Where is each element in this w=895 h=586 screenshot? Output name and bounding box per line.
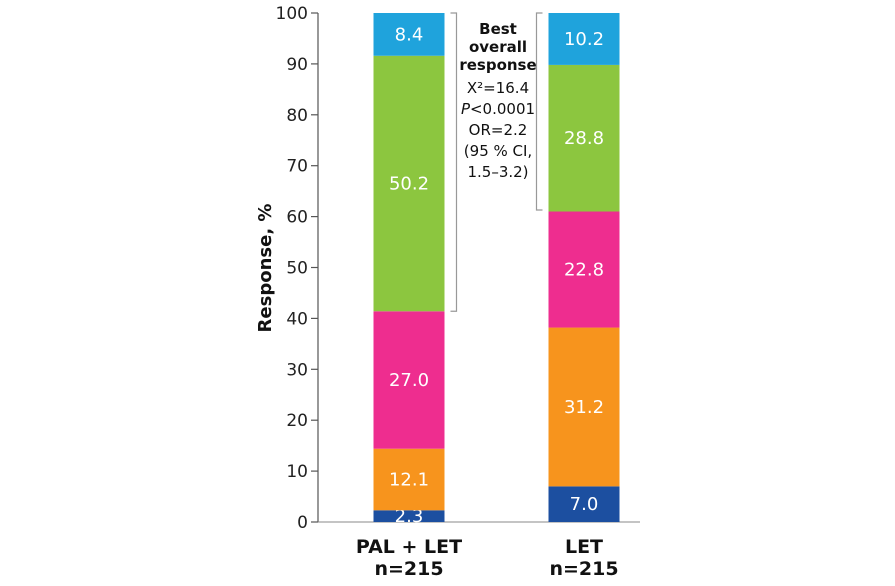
- segment-value-label: 7.0: [570, 494, 599, 515]
- bars: 2.3 12.1 27.0 50.2 8.4 7.0 31.2 22.8 28.8 10.2: [373, 13, 620, 527]
- bar-segment: [548, 13, 620, 65]
- bar-segment: [548, 64, 620, 212]
- segment-value-label: 2.3: [395, 506, 424, 527]
- bar-segment: [548, 211, 620, 328]
- segment-value-label: 22.8: [564, 260, 604, 281]
- y-tick-label: 30: [286, 360, 308, 380]
- bar-segment: [548, 486, 620, 522]
- annotation-stat-line: 1.5–3.2): [467, 163, 528, 181]
- category-sublabel: n=215: [374, 558, 443, 580]
- segment-value-label: 27.0: [389, 370, 429, 391]
- y-tick-label: 100: [276, 4, 308, 24]
- y-tick-label: 50: [286, 259, 308, 279]
- annotation-title-line: response: [459, 56, 536, 74]
- segment-value-label: 31.2: [564, 397, 604, 418]
- y-tick-label: 60: [286, 208, 308, 228]
- bar-segment: [373, 448, 445, 511]
- y-tick-label: 0: [297, 513, 308, 533]
- y-tick-label: 40: [286, 309, 308, 329]
- y-axis: 0 10 20 30 40 50 60 70 80 90 100: [276, 4, 640, 533]
- bar-segment: [373, 510, 445, 522]
- y-tick-label: 20: [286, 411, 308, 431]
- annotation-title-line: overall: [469, 38, 527, 56]
- segment-value-label: 28.8: [564, 128, 604, 149]
- y-axis-title: Response, %: [255, 204, 276, 333]
- annotation-stat-line: (95 % CI,: [464, 142, 532, 160]
- segment-value-label: 10.2: [564, 29, 604, 50]
- bar-segment: [548, 327, 620, 487]
- bracket-right: [535, 12, 543, 211]
- bar-segment: [373, 13, 445, 56]
- annotation-stat-line: OR=2.2: [469, 121, 528, 139]
- segment-value-label: 50.2: [389, 174, 429, 195]
- y-tick-label: 70: [286, 157, 308, 177]
- segment-value-label: 8.4: [395, 24, 424, 45]
- y-tick-label: 80: [286, 106, 308, 126]
- bar-segment: [373, 55, 445, 312]
- annotation-stat-line: P<0.0001: [461, 100, 535, 118]
- category-label: LET: [565, 536, 603, 558]
- bar-segment: [373, 311, 445, 449]
- annotation-stat-line: X²=16.4: [467, 79, 529, 97]
- category-label: PAL + LET: [356, 536, 462, 558]
- category-sublabel: n=215: [549, 558, 618, 580]
- bracket-left: [450, 12, 458, 312]
- y-tick-label: 10: [286, 462, 308, 482]
- annotation-title-line: Best: [479, 20, 517, 38]
- segment-value-label: 12.1: [389, 469, 429, 490]
- y-tick-label: 90: [286, 55, 308, 75]
